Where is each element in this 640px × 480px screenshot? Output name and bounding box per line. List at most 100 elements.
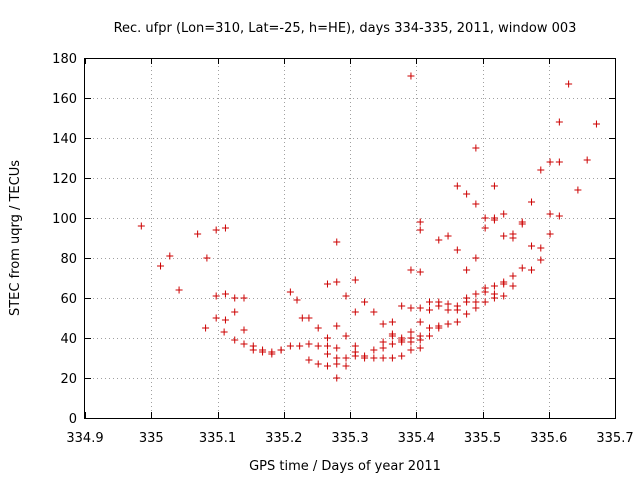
y-tick-label: 120 [52, 172, 77, 187]
data-point [293, 296, 301, 304]
data-point [453, 182, 461, 190]
data-point [463, 294, 471, 302]
data-point [407, 338, 415, 346]
data-point [240, 326, 248, 334]
data-point [481, 288, 489, 296]
data-point [565, 80, 573, 88]
x-tick-label: 335.4 [398, 431, 435, 446]
x-tick-labels: 334.9 335 335.1 335.2 335.3 335.4 335.5 335.6 33… [66, 431, 633, 446]
data-point [323, 350, 331, 358]
data-point [240, 294, 248, 302]
data-point [323, 342, 331, 350]
data-point [444, 232, 452, 240]
x-tick-label: 335.6 [530, 431, 567, 446]
data-point [509, 282, 517, 290]
chart-title: Rec. ufpr (Lon=310, Lat=-25, h=HE), days… [114, 21, 577, 36]
data-point [546, 158, 554, 166]
data-point [249, 346, 257, 354]
data-point [361, 352, 369, 360]
data-point [416, 226, 424, 234]
data-point [342, 292, 350, 300]
data-point [416, 318, 424, 326]
data-point [333, 374, 341, 382]
data-point [277, 346, 285, 354]
data-point [379, 338, 387, 346]
data-point [463, 266, 471, 274]
data-point [472, 290, 480, 298]
data-point [546, 230, 554, 238]
data-point [416, 344, 424, 352]
data-point [370, 354, 378, 362]
data-point [268, 350, 276, 358]
data-point [231, 294, 239, 302]
data-point [333, 278, 341, 286]
data-points [137, 72, 600, 382]
data-point [379, 344, 387, 352]
data-point [583, 156, 591, 164]
y-tick-label: 60 [60, 292, 77, 307]
data-point [323, 362, 331, 370]
y-tick-label: 180 [52, 52, 77, 67]
data-point [518, 264, 526, 272]
data-point [212, 292, 220, 300]
data-point [537, 244, 545, 252]
x-tick-label: 335.5 [464, 431, 501, 446]
data-point [481, 224, 489, 232]
data-point [518, 218, 526, 226]
data-point [574, 186, 582, 194]
data-point [481, 298, 489, 306]
data-point [388, 340, 396, 348]
data-point [500, 232, 508, 240]
x-axis-label: GPS time / Days of year 2011 [249, 459, 441, 474]
data-point [370, 308, 378, 316]
data-point [286, 288, 294, 296]
data-point [305, 356, 313, 364]
data-point [333, 354, 341, 362]
data-point [342, 332, 350, 340]
data-point [221, 224, 229, 232]
data-point [500, 292, 508, 300]
data-point [407, 346, 415, 354]
data-point [509, 272, 517, 280]
data-point [453, 318, 461, 326]
data-point [351, 348, 359, 356]
data-point [314, 324, 322, 332]
data-point [231, 308, 239, 316]
data-point [361, 298, 369, 306]
data-point [212, 226, 220, 234]
data-point [333, 238, 341, 246]
data-point [500, 280, 508, 288]
data-point [444, 300, 452, 308]
data-point [194, 230, 202, 238]
data-point [342, 362, 350, 370]
y-tick-label: 40 [60, 332, 77, 347]
data-point [388, 318, 396, 326]
data-point [398, 334, 406, 342]
data-point [435, 236, 443, 244]
x-tick-label: 335.2 [265, 431, 302, 446]
y-tick-label: 140 [52, 132, 77, 147]
data-point [416, 218, 424, 226]
data-point [528, 242, 536, 250]
data-point [231, 336, 239, 344]
axis-ticks [85, 58, 616, 419]
data-point [453, 246, 461, 254]
data-point [351, 308, 359, 316]
data-point [426, 306, 433, 314]
data-point [444, 306, 452, 314]
data-point [221, 316, 229, 324]
data-point [388, 330, 396, 338]
data-point [500, 210, 508, 218]
data-point [509, 234, 517, 242]
y-tick-labels: 0 20 40 60 80 100 120 140 160 180 [52, 52, 77, 427]
data-point [379, 320, 387, 328]
data-point [333, 344, 341, 352]
data-point [481, 214, 489, 222]
data-point [472, 298, 480, 306]
data-point [240, 340, 248, 348]
data-point [472, 200, 480, 208]
data-point [323, 280, 331, 288]
data-point [537, 256, 545, 264]
x-tick-label: 335.7 [596, 431, 633, 446]
